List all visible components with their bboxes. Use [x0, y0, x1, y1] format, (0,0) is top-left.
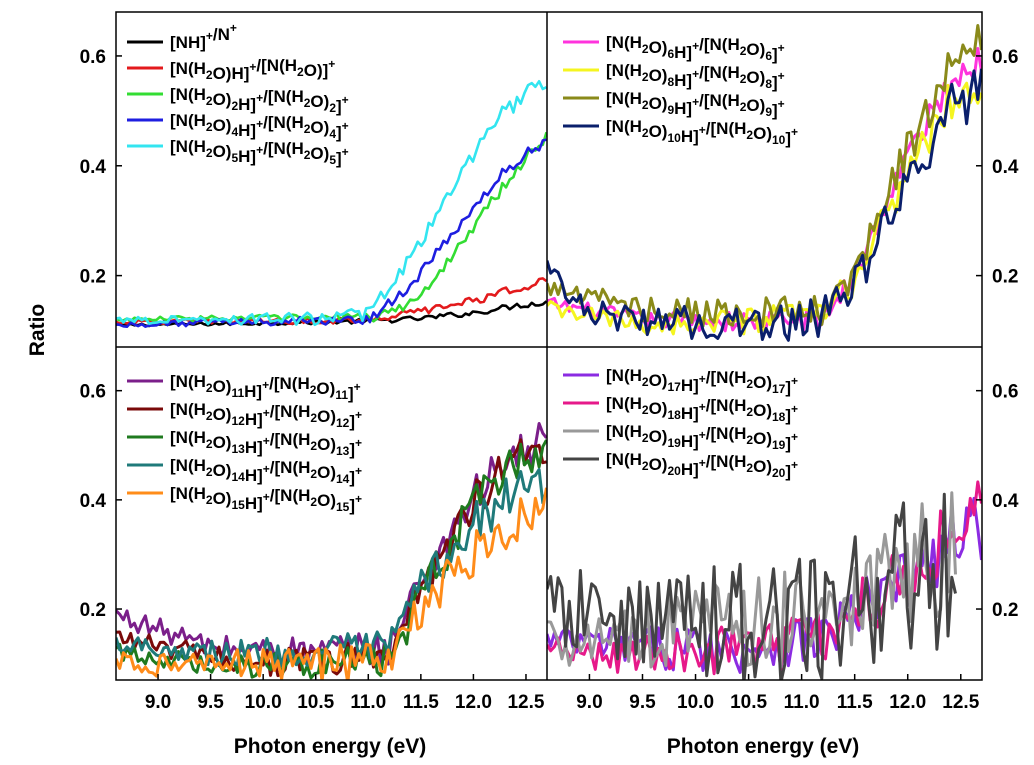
- series-line-bottom-left-4: [116, 467, 547, 668]
- legend-label-bottom-right-3: [N(H2O)19H]+/[N(H2O)19]+: [606, 422, 798, 453]
- series-line-top-left-5: [116, 80, 547, 327]
- x-tick-label: 12.5: [507, 692, 544, 713]
- panel-top-left-lines: [116, 80, 547, 329]
- x-tick-label: 11.0: [350, 692, 386, 713]
- x-tick-label: 9.0: [145, 692, 171, 713]
- panel-bottom-right-lines: [547, 480, 982, 680]
- y-tick-label: 0.6: [992, 382, 1018, 403]
- x-tick-label: 10.5: [297, 692, 334, 713]
- y-tick-label: 0.4: [992, 157, 1019, 178]
- y-tick-label: 0.6: [80, 47, 106, 68]
- y-tick-label: 0.2: [992, 267, 1018, 288]
- legend-label-bottom-right-4: [N(H2O)20H]+/[N(H2O)20]+: [606, 450, 798, 481]
- legend-label-top-right-4: [N(H2O)10H]+/[N(H2O)10]+: [606, 117, 798, 148]
- y-tick-label: 0.6: [80, 382, 106, 403]
- x-tick-label: 12.0: [455, 692, 492, 713]
- x-tick-label: 9.5: [629, 692, 656, 713]
- legend-label-top-right-2: [N(H2O)8H]+/[N(H2O)8]+: [606, 61, 785, 92]
- legend-label-bottom-right-1: [N(H2O)17H]+/[N(H2O)17]+: [606, 366, 798, 397]
- x-tick-label: 10.0: [245, 692, 282, 713]
- y-tick-label: 0.4: [80, 491, 107, 512]
- x-tick-label: 11.5: [403, 692, 439, 713]
- legend-label-top-right-1: [N(H2O)6H]+/[N(H2O)6]+: [606, 33, 785, 64]
- outer-frame: [115, 11, 983, 681]
- legend-label-top-left-4: [N(H2O)4H]+/[N(H2O)4]+: [170, 111, 349, 142]
- panel-top-right-lines: [547, 24, 982, 342]
- x-tick-label: 9.5: [197, 692, 224, 713]
- series-line-bottom-right-4: [547, 492, 957, 680]
- legend-label-bottom-left-4: [N(H2O)14H]+/[N(H2O)14]+: [170, 456, 362, 487]
- legend-label-top-left-1: [NH]+/N+: [170, 21, 237, 52]
- x-tick-label: 11.5: [837, 692, 873, 713]
- legend-label-top-left-3: [N(H2O)2H]+/[N(H2O)2]+: [170, 85, 349, 116]
- series-line-bottom-left-5: [116, 487, 547, 680]
- series-line-top-left-4: [116, 138, 547, 329]
- legend-label-bottom-left-5: [N(H2O)15H]+/[N(H2O)15]+: [170, 484, 362, 515]
- y-tick-label: 0.2: [80, 267, 106, 288]
- y-tick-label: 0.2: [992, 600, 1018, 621]
- x-tick-label: 12.5: [942, 692, 979, 713]
- y-tick-label: 0.4: [80, 157, 107, 178]
- x-axis-title-left: Photon energy (eV): [234, 735, 427, 758]
- plot-area: [NH]+/N+ [N(H2O)H]+/[N(H2O)]+[N(H2O)2H]+/…: [80, 11, 1019, 713]
- y-axis-title: Ratio: [26, 304, 49, 357]
- legend-label-bottom-left-1: [N(H2O)11H]+/[N(H2O)11]+: [170, 372, 361, 403]
- y-tick-label: 0.2: [80, 600, 106, 621]
- y-tick-label: 0.6: [992, 47, 1018, 68]
- panel-bottom-left-lines: [116, 422, 547, 680]
- y-tick-label: 0.4: [992, 491, 1019, 512]
- x-tick-label: 10.5: [730, 692, 767, 713]
- legend-label-bottom-left-2: [N(H2O)12H]+/[N(H2O)12]+: [170, 400, 362, 431]
- x-tick-label: 10.0: [677, 692, 714, 713]
- series-line-top-right-3: [547, 24, 982, 328]
- legend-label-top-left-5: [N(H2O)5H]+/[N(H2O)5]+: [170, 137, 349, 168]
- x-axis-title-right: Photon energy (eV): [667, 735, 860, 758]
- x-tick-label: 9.0: [576, 692, 602, 713]
- legend-label-bottom-right-2: [N(H2O)18H]+/[N(H2O)18]+: [606, 394, 798, 425]
- series-line-top-right-4: [547, 68, 982, 342]
- legend-label-top-right-3: [N(H2O)9H]+/[N(H2O)9]+: [606, 89, 785, 120]
- legend-label-top-left-2: [N(H2O)H]+/[N(H2O)]+: [170, 56, 335, 83]
- x-tick-label: 12.0: [889, 692, 926, 713]
- x-tick-label: 11.0: [784, 692, 820, 713]
- legend-label-bottom-left-3: [N(H2O)13H]+/[N(H2O)13]+: [170, 428, 362, 459]
